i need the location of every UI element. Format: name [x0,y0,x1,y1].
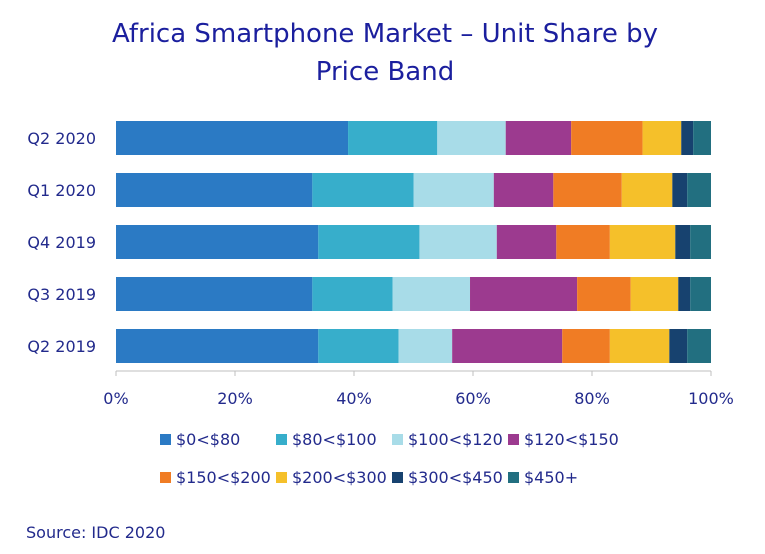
legend-label-100-to-120: $100<$120 [408,430,503,449]
category-label-q2-2020: Q2 2020 [27,129,96,148]
bar-segment-q3-2019-450-plus [690,277,711,311]
bar-segment-q3-2019-300-to-450 [678,277,691,311]
bar-segment-q2-2020-120-to-150 [505,121,572,155]
bar-segment-q2-2019-450-plus [687,329,711,363]
chart-title: Africa Smartphone Market – Unit Share by… [112,19,658,87]
bar-segment-q4-2019-150-to-200 [556,225,610,259]
bar-segment-q2-2019-120-to-150 [452,329,563,363]
bar-segment-q4-2019-450-plus [690,225,711,259]
category-label-q4-2019: Q4 2019 [27,233,96,252]
legend-label-120-to-150: $120<$150 [524,430,619,449]
bar-segment-q1-2020-450-plus [687,173,711,207]
bar-segment-q1-2020-80-to-100 [312,173,414,207]
bar-segment-q2-2019-0-to-80 [116,329,319,363]
legend-swatch-120-to-150 [508,434,519,445]
bar-segment-q4-2019-0-to-80 [116,225,319,259]
legend-swatch-80-to-100 [276,434,287,445]
bar-segment-q1-2020-120-to-150 [493,173,554,207]
legend-swatch-150-to-200 [160,472,171,483]
legend-swatch-100-to-120 [392,434,403,445]
legend-label-300-to-450: $300<$450 [408,468,503,487]
legend: $0<$80 $80<$100 $100<$120 $120<$150 $150<$20… [160,430,619,487]
legend-label-80-to-100: $80<$100 [292,430,377,449]
bar-segment-q2-2020-0-to-80 [116,121,349,155]
chart-title-line-2: Price Band [316,57,454,87]
bar-segment-q2-2020-80-to-100 [348,121,438,155]
legend-swatch-450-plus [508,472,519,483]
bar-segment-q1-2020-300-to-450 [672,173,688,207]
x-tick-label: 80% [574,389,610,408]
legend-swatch-300-to-450 [392,472,403,483]
bar-segment-q4-2019-80-to-100 [318,225,420,259]
bar-segment-q4-2019-300-to-450 [675,225,691,259]
bar-segment-q4-2019-200-to-300 [609,225,676,259]
bar-segment-q3-2019-200-to-300 [630,277,679,311]
bar-segment-q4-2019-100-to-120 [419,225,497,259]
bar-segment-q1-2020-100-to-120 [413,173,494,207]
x-tick-label: 100% [688,389,734,408]
legend-swatch-200-to-300 [276,472,287,483]
category-labels: Q2 2020 Q1 2020 Q4 2019 Q3 2019 Q2 2019 [27,129,96,356]
legend-label-0-to-80: $0<$80 [176,430,240,449]
x-tick-label: 0% [103,389,128,408]
bar-segment-q1-2020-0-to-80 [116,173,313,207]
bar-segment-q3-2019-100-to-120 [392,277,471,311]
bar-segment-q2-2020-200-to-300 [642,121,682,155]
category-label-q1-2020: Q1 2020 [27,181,96,200]
source-note: Source: IDC 2020 [26,523,165,542]
bars-group [116,121,711,363]
category-label-q3-2019: Q3 2019 [27,285,96,304]
bar-segment-q3-2019-150-to-200 [577,277,631,311]
category-label-q2-2019: Q2 2019 [27,337,96,356]
bar-segment-q2-2019-80-to-100 [318,329,399,363]
chart-title-line-1: Africa Smartphone Market – Unit Share by [112,19,658,49]
x-tick-label: 40% [336,389,372,408]
x-axis: 0% 20% 40% 60% 80% 100% [103,370,734,408]
bar-segment-q3-2019-0-to-80 [116,277,313,311]
bar-segment-q2-2020-150-to-200 [571,121,643,155]
bar-segment-q3-2019-120-to-150 [470,277,578,311]
bar-segment-q2-2019-150-to-200 [562,329,610,363]
legend-label-150-to-200: $150<$200 [176,468,271,487]
bar-segment-q3-2019-80-to-100 [312,277,393,311]
legend-swatch-0-to-80 [160,434,171,445]
bar-segment-q4-2019-120-to-150 [496,225,557,259]
bar-segment-q1-2020-150-to-200 [553,173,622,207]
bar-segment-q2-2020-100-to-120 [437,121,506,155]
bar-segment-q2-2019-200-to-300 [609,329,670,363]
bar-segment-q2-2020-300-to-450 [681,121,694,155]
bar-segment-q2-2019-100-to-120 [398,329,453,363]
legend-label-450-plus: $450+ [524,468,578,487]
x-tick-label: 20% [217,389,253,408]
legend-label-200-to-300: $200<$300 [292,468,387,487]
bar-segment-q2-2019-300-to-450 [669,329,688,363]
bar-segment-q1-2020-200-to-300 [621,173,673,207]
x-tick-label: 60% [455,389,491,408]
bar-segment-q2-2020-450-plus [693,121,711,155]
